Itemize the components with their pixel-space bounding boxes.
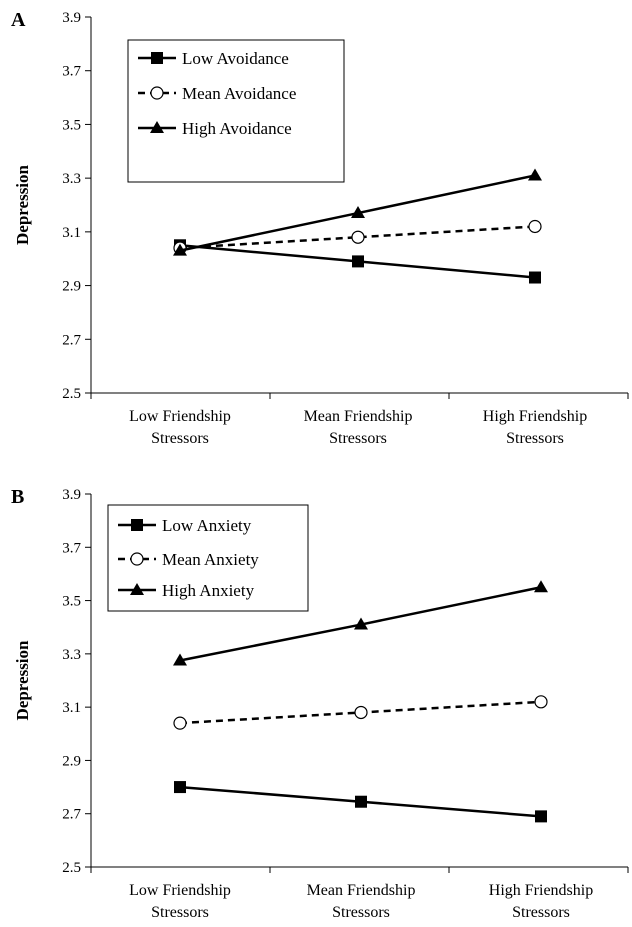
y-tick-label: 2.7 bbox=[62, 332, 81, 348]
panel-label: A bbox=[11, 9, 26, 31]
y-tick-label: 2.9 bbox=[62, 753, 81, 769]
data-point bbox=[174, 781, 186, 794]
data-point bbox=[534, 580, 548, 593]
data-point bbox=[528, 219, 542, 234]
legend-entry: High Anxiety bbox=[162, 581, 255, 600]
y-tick-label: 3.3 bbox=[62, 171, 81, 187]
y-tick-label: 2.5 bbox=[62, 386, 81, 402]
data-point bbox=[535, 810, 547, 823]
legend-marker bbox=[131, 519, 143, 531]
y-tick-label: 3.5 bbox=[62, 117, 81, 133]
legend-marker bbox=[130, 583, 144, 595]
x-tick-label: High Friendship Stressors bbox=[483, 408, 587, 447]
data-point bbox=[529, 271, 541, 284]
data-point bbox=[354, 705, 368, 720]
legend-entry: Mean Anxiety bbox=[162, 550, 259, 569]
legend-box bbox=[127, 39, 345, 183]
data-point bbox=[355, 795, 367, 808]
y-tick-label: 2.7 bbox=[62, 807, 81, 823]
data-point bbox=[173, 243, 187, 256]
y-tick-label: 3.3 bbox=[62, 647, 81, 663]
x-tick-label: Low Friendship Stressors bbox=[129, 882, 231, 921]
data-point bbox=[351, 230, 365, 244]
legend-entry: Low Avoidance bbox=[182, 49, 289, 68]
legend-entry: Mean Avoidance bbox=[182, 84, 296, 103]
y-tick-label: 3.1 bbox=[62, 225, 81, 241]
y-tick-label: 3.9 bbox=[62, 10, 81, 26]
y-axis-label: Depression bbox=[13, 164, 32, 245]
data-point bbox=[352, 255, 364, 268]
chart-panel-a: A Depression 2.5 2.7 2.9 3.1 3.3 3.5 3.7 3.9 Low F… bbox=[11, 9, 629, 447]
chart-panel-b: B Depression 2.5 2.7 2.9 3.1 3.3 3.5 3.7 3.9 Low F… bbox=[11, 486, 629, 921]
data-point bbox=[534, 695, 548, 709]
x-tick-label: Mean Friendship Stressors bbox=[307, 882, 416, 921]
y-tick-label: 3.7 bbox=[62, 540, 81, 556]
y-tick-label: 2.5 bbox=[62, 860, 81, 876]
y-tick-label: 3.9 bbox=[62, 487, 81, 503]
legend: Low Avoidance Mean Avoidance High Avoidanc… bbox=[127, 39, 345, 183]
x-tick-label: Mean Friendship Stressors bbox=[304, 408, 413, 447]
x-tick-label: High Friendship Stressors bbox=[489, 882, 593, 921]
y-tick-label: 2.9 bbox=[62, 279, 81, 295]
legend-marker bbox=[150, 86, 164, 100]
legend-entry: High Avoidance bbox=[182, 119, 292, 138]
data-point bbox=[173, 716, 187, 730]
y-tick-label: 3.5 bbox=[62, 594, 81, 610]
legend: Low Anxiety Mean Anxiety High Anxiety bbox=[107, 504, 309, 612]
legend-marker bbox=[151, 52, 163, 64]
y-axis-label: Depression bbox=[13, 640, 32, 721]
legend-marker bbox=[150, 121, 164, 133]
legend-marker bbox=[130, 552, 144, 566]
data-point bbox=[528, 168, 542, 181]
panel-label: B bbox=[11, 486, 24, 508]
data-point bbox=[351, 206, 365, 219]
data-point bbox=[354, 617, 368, 630]
y-tick-label: 3.7 bbox=[62, 64, 81, 80]
y-tick-label: 3.1 bbox=[62, 700, 81, 716]
legend-entry: Low Anxiety bbox=[162, 516, 252, 535]
data-point bbox=[173, 653, 187, 666]
x-tick-label: Low Friendship Stressors bbox=[129, 408, 231, 447]
